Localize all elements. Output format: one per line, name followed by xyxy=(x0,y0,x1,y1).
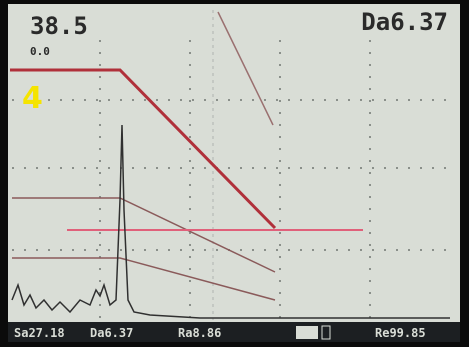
depth: Da6.37 xyxy=(361,8,448,36)
status-item: Da6.37 xyxy=(90,326,133,340)
screen xyxy=(8,4,460,324)
device-screen: 38.5 Da6.37 0.0 4 Sa27.18 Da6.37 Ra8.86 Re9… xyxy=(0,0,469,347)
offset: 0.0 xyxy=(30,45,50,58)
overlay-label: 4 xyxy=(22,81,43,116)
status-item: Sa27.18 xyxy=(14,326,65,340)
status-item: Ra8.86 xyxy=(178,326,221,340)
gain: 38.5 xyxy=(30,12,88,40)
status-icon xyxy=(296,326,318,339)
status-item: Re99.85 xyxy=(375,326,426,340)
